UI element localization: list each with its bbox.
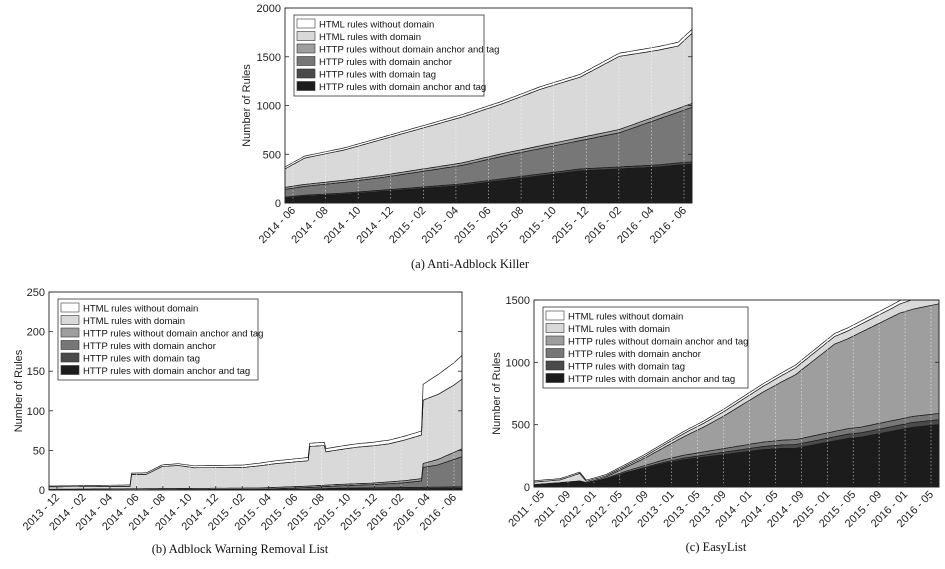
legend-swatch [296, 81, 316, 91]
legend-swatch [60, 302, 80, 313]
legend-swatch [545, 310, 565, 321]
y-tick-label: 1500 [506, 295, 530, 307]
y-tick-label: 0 [39, 485, 45, 497]
legend-swatch [60, 315, 80, 325]
chart-caption: (c) EasyList [686, 540, 747, 554]
legend-label: HTTP rules without domain anchor and tag [319, 45, 499, 56]
y-tick-label: 0 [275, 198, 281, 210]
y-tick-label: 100 [27, 406, 45, 418]
plot-frame [48, 291, 463, 491]
legend-swatch [545, 373, 565, 383]
legend-label: HTTP rules with domain tag [568, 362, 685, 373]
y-tick-label: 1500 [257, 52, 281, 64]
legend-label: HTTP rules with domain anchor and tag [319, 82, 486, 93]
legend-swatch [60, 327, 80, 338]
legend-label: HTTP rules with domain anchor and tag [568, 374, 735, 385]
legend-box [57, 298, 259, 381]
legend-box [293, 14, 485, 97]
chart-caption: (b) Adblock Warning Removal List [152, 542, 329, 556]
legend-swatch [296, 43, 316, 54]
y-tick-label: 1000 [257, 101, 281, 113]
legend-swatch [60, 365, 80, 375]
y-tick-label: 0 [524, 482, 530, 494]
legend-swatch [296, 56, 316, 66]
legend-label: HTML rules without domain [319, 20, 434, 31]
legend-label: HTTP rules with domain anchor [83, 341, 216, 352]
y-tick-label: 500 [512, 420, 530, 432]
chart-caption: (a) Anti-Adblock Killer [411, 257, 530, 271]
legend-swatch [60, 340, 80, 350]
legend-label: HTTP rules with domain tag [319, 70, 436, 81]
legend-label: HTML rules without domain [83, 304, 198, 315]
legend-label: HTTP rules with domain anchor [568, 349, 701, 360]
y-axis-label: Number of Rules [491, 352, 503, 435]
legend-label: HTTP rules with domain anchor [319, 57, 452, 68]
legend-swatch [296, 18, 316, 29]
legend-swatch [545, 335, 565, 346]
plot-frame [533, 299, 940, 488]
legend-swatch [296, 68, 316, 79]
y-tick-label: 250 [27, 287, 45, 299]
legend-label: HTML rules with domain [568, 324, 670, 335]
legend-label: HTTP rules with domain tag [83, 354, 200, 365]
area-html-rules-with-domain [48, 378, 463, 490]
legend-label: HTML rules without domain [568, 312, 683, 323]
legend-label: HTTP rules without domain anchor and tag [83, 329, 263, 340]
y-tick-label: 150 [27, 366, 45, 378]
legend-label: HTML rules with domain [319, 32, 421, 43]
y-tick-label: 2000 [257, 3, 281, 15]
y-tick-label: 1000 [506, 357, 530, 369]
y-tick-label: 200 [27, 327, 45, 339]
legend-swatch [60, 352, 80, 363]
legend-swatch [545, 360, 565, 371]
legend-label: HTTP rules with domain anchor and tag [83, 366, 250, 377]
y-axis-label: Number of Rules [241, 64, 253, 147]
legend-swatch [296, 31, 316, 41]
legend-label: HTML rules with domain [83, 316, 185, 327]
legend-swatch [545, 348, 565, 358]
y-axis-label: Number of Rules [13, 349, 25, 432]
y-tick-label: 500 [263, 149, 281, 161]
legend-box [542, 306, 749, 389]
legend-swatch [545, 323, 565, 333]
legend-label: HTTP rules without domain anchor and tag [568, 337, 748, 348]
y-tick-label: 50 [33, 445, 45, 457]
